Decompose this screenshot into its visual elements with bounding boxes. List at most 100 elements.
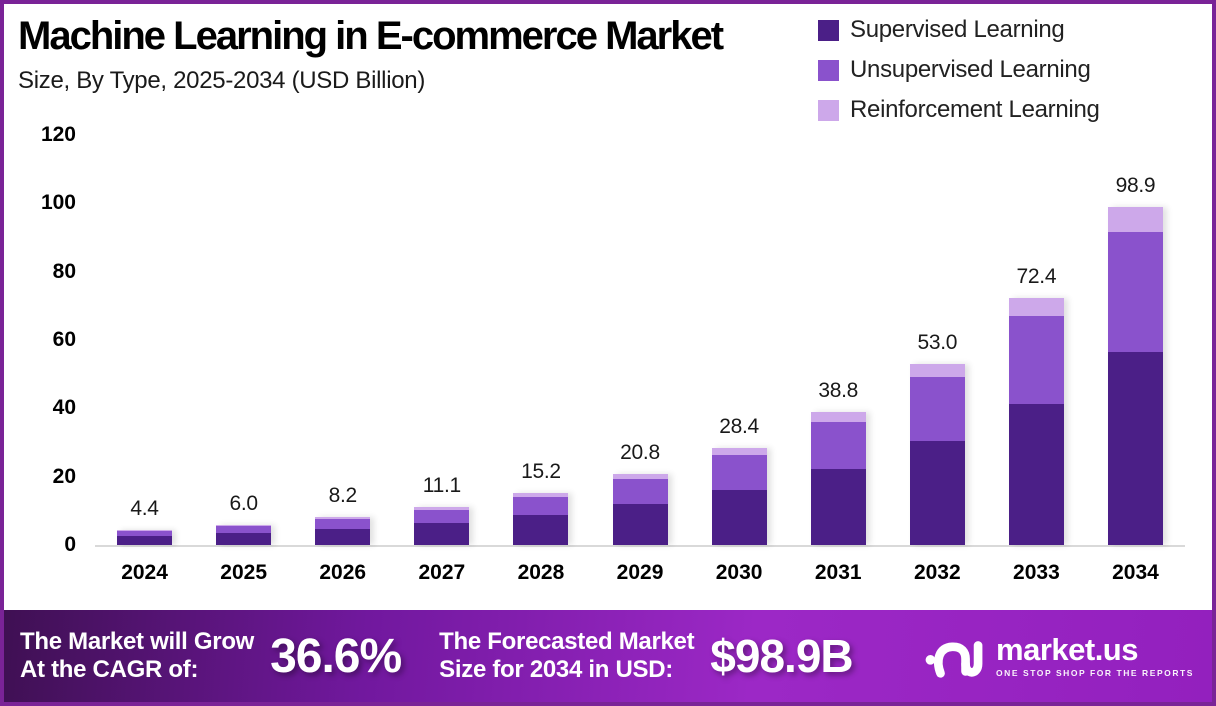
unsupervised-learning-segment (711, 455, 767, 490)
bar-total-label: 28.4 (719, 414, 759, 438)
bar-total-label: 8.2 (328, 484, 358, 507)
stacked-bar (1107, 207, 1163, 545)
unsupervised-learning-segment (810, 422, 866, 470)
y-tick-label: 120 (40, 123, 76, 146)
stacked-bar (612, 473, 668, 545)
reinforcement-learning-segment (909, 363, 965, 378)
unsupervised-learning-segment (315, 519, 371, 529)
legend-swatch-reinforcement-icon (818, 99, 839, 121)
bar-total-label: 98.9 (1115, 174, 1156, 198)
supervised-learning-segment (1008, 403, 1064, 545)
forecast-label-line2: Size for 2034 in USD: (439, 656, 673, 683)
forecast-value: $98.9B (710, 630, 853, 682)
bar-group: 20.8 (590, 135, 689, 545)
bar-total-label: 20.8 (620, 440, 660, 464)
chart-subtitle: Size, By Type, 2025-2034 (USD Billion) (18, 67, 426, 94)
x-axis-label: 2024 (121, 561, 168, 584)
bar-group: 98.9 (1086, 135, 1185, 545)
bar-total-label: 4.4 (130, 497, 159, 520)
bar-group: 4.4 (95, 135, 194, 545)
cagr-value: 36.6% (270, 629, 402, 683)
forecast-label-line1: The Forecasted Market (439, 628, 695, 655)
unsupervised-learning-segment (117, 531, 173, 537)
legend: Supervised Learning Unsupervised Learnin… (818, 16, 1100, 124)
reinforcement-learning-segment (117, 530, 173, 532)
y-tick-label: 60 (52, 328, 76, 351)
unsupervised-learning-segment (612, 479, 668, 505)
unsupervised-learning-segment (909, 377, 965, 442)
marketus-logo-icon (925, 641, 983, 678)
legend-label: Reinforcement Learning (850, 96, 1100, 123)
stacked-bar (216, 524, 272, 545)
bar-total-label: 6.0 (229, 491, 258, 515)
stacked-bar (711, 447, 767, 545)
supervised-learning-segment (1107, 351, 1163, 545)
legend-item-reinforcement: Reinforcement Learning (818, 96, 1100, 124)
legend-item-supervised: Supervised Learning (818, 16, 1100, 44)
bar-total-label: 38.8 (818, 379, 859, 403)
brand-logo: market.us ONE STOP SHOP FOR THE REPORTS (924, 630, 1194, 682)
unsupervised-learning-segment (414, 510, 470, 524)
unsupervised-learning-segment (1107, 232, 1163, 352)
bar-total-label: 53.0 (917, 330, 958, 354)
supervised-learning-segment (810, 469, 866, 545)
supervised-learning-segment (513, 515, 569, 545)
x-axis-label: 2031 (814, 561, 862, 584)
y-tick-label: 20 (52, 464, 76, 488)
y-tick-label: 80 (52, 259, 76, 283)
supervised-learning-segment (216, 533, 272, 545)
unsupervised-learning-segment (513, 496, 569, 516)
x-axis-labels: 2024 2025 2026 2027 2028 2029 2030 2031 2032 2033… (95, 561, 1185, 585)
bar-total-label: 72.4 (1016, 264, 1057, 288)
stacked-bar (513, 493, 569, 545)
x-axis-label: 2034 (1112, 561, 1159, 584)
reinforcement-learning-segment (513, 493, 569, 497)
reinforcement-learning-segment (315, 517, 371, 520)
chart-header: Machine Learning in E-commerce Market Si… (18, 14, 724, 95)
x-axis-label: 2025 (220, 561, 267, 584)
supervised-learning-segment (315, 528, 371, 545)
supervised-learning-segment (711, 489, 767, 545)
x-axis-label: 2029 (616, 561, 664, 584)
y-tick-label: 0 (64, 533, 76, 556)
plot-area: 4.4 6.0 8.2 11.1 15.2 20.8 28.4 38.8 53.0 72.4 98.… (95, 135, 1185, 547)
cagr-label-line1: The Market will Grow (20, 628, 255, 655)
chart-title: Machine Learning in E-commerce Market (18, 14, 724, 58)
x-axis-label: 2032 (913, 561, 961, 584)
legend-label: Unsupervised Learning (850, 56, 1091, 83)
bar-group: 6.0 (194, 135, 293, 545)
bar-group: 53.0 (888, 135, 987, 545)
stacked-bar (810, 412, 866, 545)
reinforcement-learning-segment (711, 447, 767, 456)
x-axis-label: 2028 (517, 561, 565, 584)
legend-swatch-unsupervised-icon (818, 59, 839, 81)
x-axis-label: 2026 (319, 561, 367, 584)
reinforcement-learning-segment (216, 524, 272, 527)
bar-total-label: 11.1 (422, 474, 461, 498)
reinforcement-learning-segment (414, 507, 470, 511)
legend-swatch-supervised-icon (818, 19, 839, 41)
stacked-bar (1008, 297, 1064, 545)
bar-total-label: 15.2 (521, 460, 561, 484)
supervised-learning-segment (909, 441, 965, 545)
supervised-learning-segment (414, 523, 470, 545)
footer-banner: The Market will Grow At the CAGR of: 36.… (4, 610, 1212, 702)
x-axis-label: 2033 (1013, 561, 1060, 584)
reinforcement-learning-segment (810, 412, 866, 423)
y-axis: 0 20 40 60 80 100 120 (4, 4, 76, 604)
stacked-bar (414, 507, 470, 545)
bar-group: 72.4 (987, 135, 1086, 545)
bar-group: 11.1 (392, 135, 491, 545)
bar-group: 38.8 (789, 135, 888, 545)
bar-group: 15.2 (491, 135, 590, 545)
legend-item-unsupervised: Unsupervised Learning (818, 56, 1100, 84)
y-tick-label: 40 (52, 396, 76, 420)
reinforcement-learning-segment (612, 473, 668, 480)
unsupervised-learning-segment (1008, 316, 1064, 404)
stacked-bar (117, 530, 173, 545)
forecast-label: The Forecasted Market Size for 2034 in U… (439, 628, 694, 684)
cagr-label: The Market will Grow At the CAGR of: (20, 628, 254, 684)
x-axis-label: 2027 (418, 561, 466, 584)
legend-label: Supervised Learning (850, 16, 1065, 43)
